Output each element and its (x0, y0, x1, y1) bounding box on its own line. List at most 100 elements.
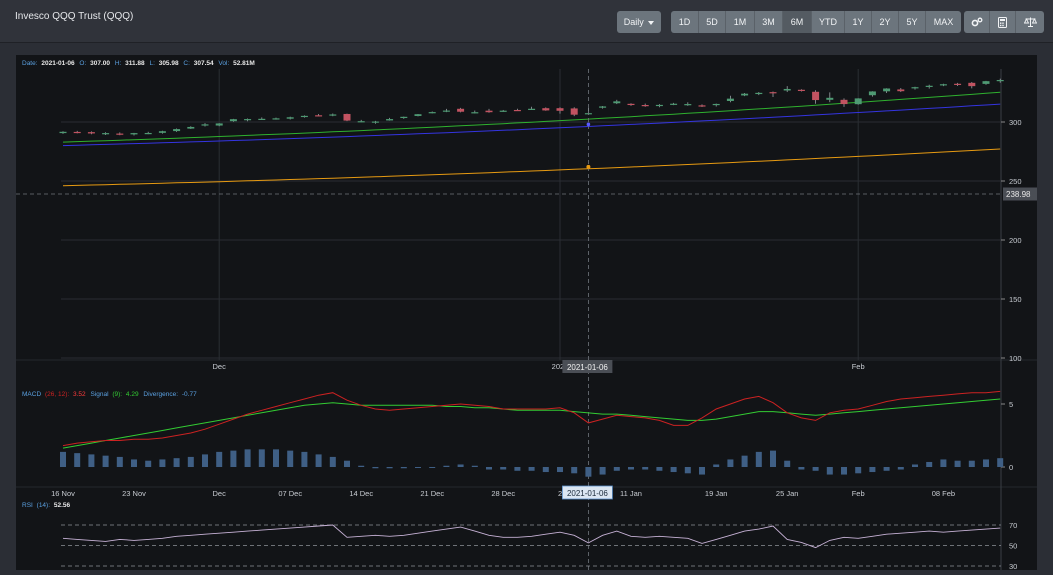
candle-body (755, 92, 763, 95)
calculator-button[interactable] (990, 11, 1016, 33)
legend-low-label: L: (149, 60, 155, 67)
legend-open-value: 307.00 (90, 60, 110, 67)
macd-histogram-bar (273, 449, 279, 467)
candle-body (87, 132, 95, 134)
candlestick (797, 89, 805, 92)
rsi-legend: RSI (14): 52.56 (22, 502, 70, 509)
range-button-3m[interactable]: 3M (755, 11, 783, 33)
macd-histogram-bar (329, 456, 336, 467)
ohlc-legend: Date: 2021-01-06 O: 307.00 H: 311.88 L: … (22, 60, 255, 67)
macd-histogram-bar (429, 467, 436, 468)
divergence-legend-value: -0.77 (182, 391, 197, 398)
caret-down-icon (648, 20, 655, 25)
candle-body (272, 118, 280, 120)
candle-body (627, 103, 635, 106)
candlestick (528, 106, 536, 110)
candle-body (187, 126, 195, 129)
macd-histogram-bar (187, 456, 194, 467)
candle-body (414, 114, 422, 116)
rsi-tick-label: 50 (1009, 542, 1017, 551)
macd-histogram-bar (713, 464, 720, 467)
legend-volume-value: 52.81M (233, 60, 255, 67)
macd-legend-params: (26, 12): (45, 391, 69, 398)
legend-high-value: 311.88 (125, 60, 145, 67)
candlestick (130, 132, 138, 136)
candle-body (73, 131, 81, 134)
macd-histogram-bar (244, 449, 251, 467)
compare-button[interactable] (1016, 11, 1044, 33)
candle-body (286, 117, 294, 119)
candle-body (442, 110, 450, 112)
range-button-1y[interactable]: 1Y (845, 11, 872, 33)
macd-histogram-bar (798, 467, 805, 470)
candlestick (144, 131, 152, 135)
candle-body (542, 108, 550, 111)
candle-body (428, 112, 436, 114)
moving-average-200-line (62, 148, 1001, 187)
candlestick (712, 103, 720, 107)
candlestick (897, 88, 905, 93)
candlestick (258, 117, 266, 121)
date-axis-label: 28 Dec (491, 489, 515, 498)
candle-body (613, 101, 621, 104)
price-tick-label: 150 (1009, 295, 1022, 304)
range-button-1m[interactable]: 1M (726, 11, 755, 33)
rsi-tick-label: 30 (1009, 562, 1017, 570)
macd-histogram-bar (301, 451, 308, 467)
range-button-2y[interactable]: 2Y (872, 11, 899, 33)
range-button-max[interactable]: MAX (926, 11, 961, 33)
crosshair-date-box-lower (562, 485, 613, 500)
crosshair-date-label-lower: 2021-01-06 (567, 489, 608, 498)
candle-body (982, 81, 990, 84)
macd-tick-label: 0 (1009, 463, 1013, 472)
macd-histogram-bar (684, 467, 691, 474)
candlestick (556, 107, 564, 114)
candlestick (982, 80, 990, 85)
candle-body (386, 119, 394, 121)
candlestick (244, 118, 252, 122)
stock-chart[interactable]: Date: 2021-01-06 O: 307.00 H: 311.88 L: … (16, 55, 1037, 571)
moving-average-50-line (62, 103, 1001, 147)
legend-close-value: 307.54 (194, 60, 214, 67)
candle-body (939, 84, 947, 86)
chart-panel[interactable]: Date: 2021-01-06 O: 307.00 H: 311.88 L: … (16, 55, 1037, 571)
candle-body (684, 104, 692, 106)
candlestick (357, 119, 365, 123)
macd-legend: MACD (26, 12): 3.52 Signal (9): 4.29 Div… (22, 391, 197, 398)
candlestick (670, 102, 678, 106)
interval-dropdown[interactable]: Daily (617, 11, 661, 33)
candle-body (300, 115, 308, 118)
candle-body (812, 91, 820, 101)
range-button-ytd[interactable]: YTD (812, 11, 845, 33)
month-label: Dec (213, 362, 227, 371)
candle-body (741, 93, 749, 96)
indicators-button[interactable] (964, 11, 990, 33)
range-button-5d[interactable]: 5D (699, 11, 726, 33)
range-button-6m[interactable]: 6M (783, 11, 812, 33)
candlestick (741, 92, 749, 97)
candlestick (386, 117, 394, 121)
macd-histogram-bar (287, 450, 294, 467)
legend-date-value: 2021-01-06 (41, 60, 75, 67)
range-button-5y[interactable]: 5Y (899, 11, 926, 33)
candlestick (641, 103, 649, 107)
legend-volume-label: Vol: (218, 60, 229, 67)
macd-histogram-bar (699, 467, 705, 475)
candlestick (599, 105, 607, 109)
macd-histogram-bar (102, 455, 109, 467)
candlestick (911, 86, 919, 90)
candlestick (755, 92, 763, 96)
candlestick (925, 84, 933, 89)
date-axis-label: Dec (213, 489, 227, 498)
date-axis-label: 08 Feb (932, 489, 955, 498)
candle-body (357, 121, 365, 123)
candlestick (87, 131, 95, 135)
candlestick (883, 88, 891, 93)
rsi-tick-label: 70 (1009, 521, 1017, 530)
macd-histogram-bar (897, 467, 904, 470)
candlestick (996, 78, 1004, 83)
date-axis-label: 25 Jan (776, 489, 799, 498)
macd-histogram-bar (628, 467, 634, 470)
macd-histogram-bar (457, 464, 464, 467)
range-button-1d[interactable]: 1D (671, 11, 699, 33)
